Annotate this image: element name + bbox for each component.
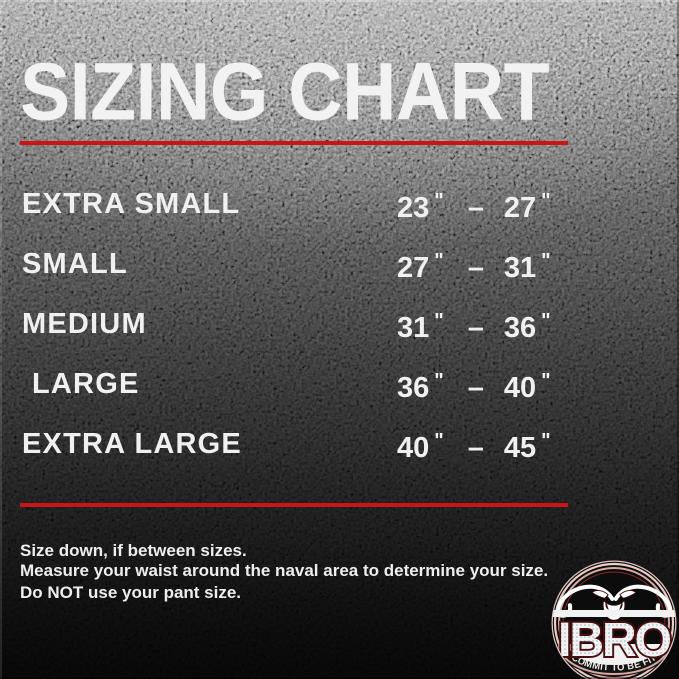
svg-text:IBRO: IBRO — [558, 614, 671, 667]
